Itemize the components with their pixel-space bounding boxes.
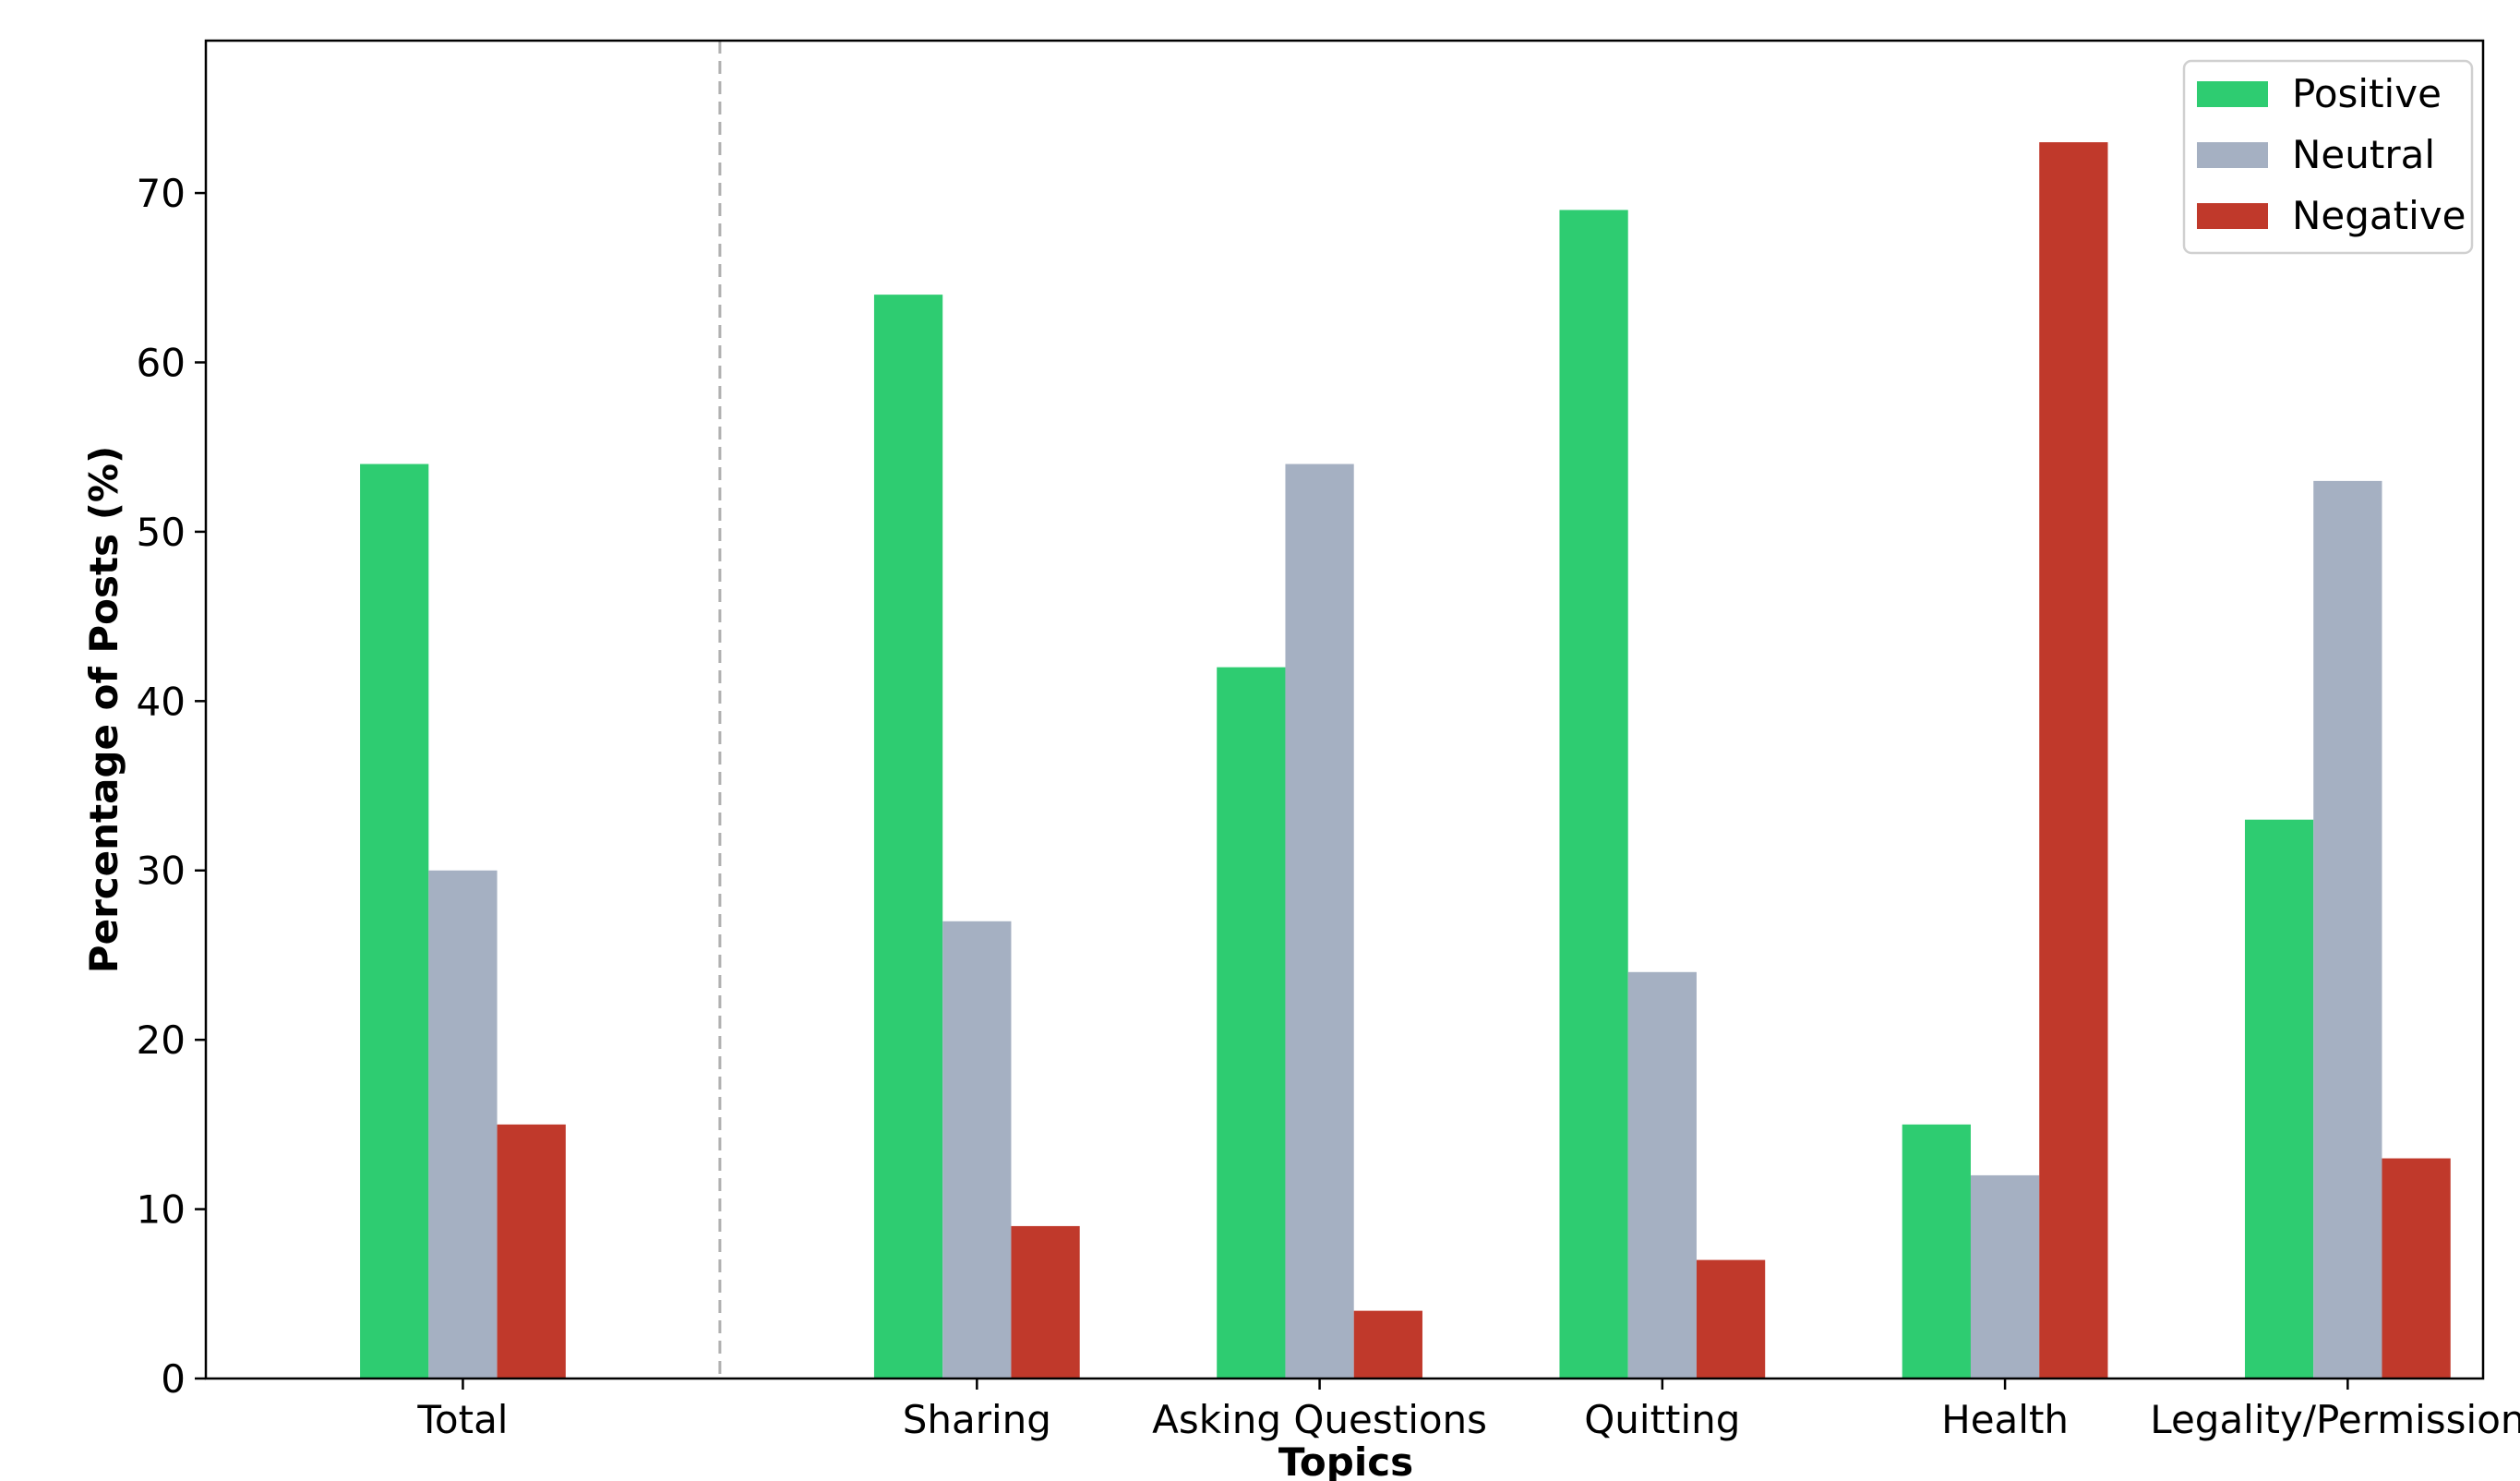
legend-label-neutral: Neutral	[2292, 132, 2435, 177]
x-tick-label-sharing: Sharing	[903, 1397, 1051, 1442]
y-tick-label: 0	[161, 1356, 186, 1402]
bar-total-neutral	[428, 870, 498, 1379]
x-tick-label-asking-questions: Asking Questions	[1152, 1397, 1487, 1442]
x-tick-label-health: Health	[1941, 1397, 2069, 1442]
bar-total-positive	[360, 464, 429, 1379]
y-tick-label: 60	[137, 340, 186, 385]
x-tick-label-quitting: Quitting	[1584, 1397, 1740, 1442]
bar-health-neutral	[1970, 1174, 2040, 1379]
legend-swatch-negative	[2197, 203, 2268, 229]
bars-layer	[360, 142, 2451, 1379]
x-axis: Total Sharing Asking Questions Quitting Heal…	[416, 1379, 2520, 1442]
x-axis-label: Topics	[1278, 1439, 1413, 1481]
y-axis-label: Percentage of Posts (%)	[81, 446, 126, 973]
bar-health-positive	[1902, 1124, 1971, 1379]
y-tick-label: 30	[137, 849, 186, 894]
legend-swatch-neutral	[2197, 142, 2268, 168]
bar-sharing-negative	[1011, 1225, 1080, 1379]
bar-total-negative	[497, 1124, 566, 1379]
bar-asking-questions-negative	[1353, 1310, 1422, 1379]
bar-legality-permissions-neutral	[2313, 480, 2382, 1379]
y-tick-label: 40	[137, 679, 186, 724]
bar-sharing-neutral	[942, 921, 1012, 1379]
y-tick-label: 50	[137, 510, 186, 555]
bar-sharing-positive	[873, 295, 943, 1379]
legend: Positive Neutral Negative	[2182, 59, 2474, 255]
y-tick-label: 20	[137, 1017, 186, 1063]
legend-swatch-positive	[2197, 81, 2268, 107]
y-tick-label: 10	[137, 1187, 186, 1233]
bar-asking-questions-neutral	[1285, 464, 1354, 1379]
legend-label-negative: Negative	[2292, 193, 2466, 238]
plot-frame	[204, 39, 2485, 1380]
bar-health-negative	[2039, 142, 2108, 1379]
bar-legality-permissions-negative	[2382, 1158, 2451, 1379]
x-tick-label-legality-permissions: Legality/Permissions	[2150, 1397, 2520, 1442]
bar-asking-questions-positive	[1217, 667, 1286, 1379]
legend-label-positive: Positive	[2292, 71, 2442, 116]
y-axis: 0 10 20 30 40 50 60 70	[137, 171, 206, 1402]
bar-quitting-positive	[1559, 210, 1628, 1379]
bar-quitting-neutral	[1627, 971, 1697, 1379]
x-tick-label-total: Total	[416, 1397, 508, 1442]
bar-quitting-negative	[1696, 1259, 1766, 1379]
bar-legality-permissions-positive	[2244, 819, 2314, 1379]
y-tick-label: 70	[137, 171, 186, 216]
